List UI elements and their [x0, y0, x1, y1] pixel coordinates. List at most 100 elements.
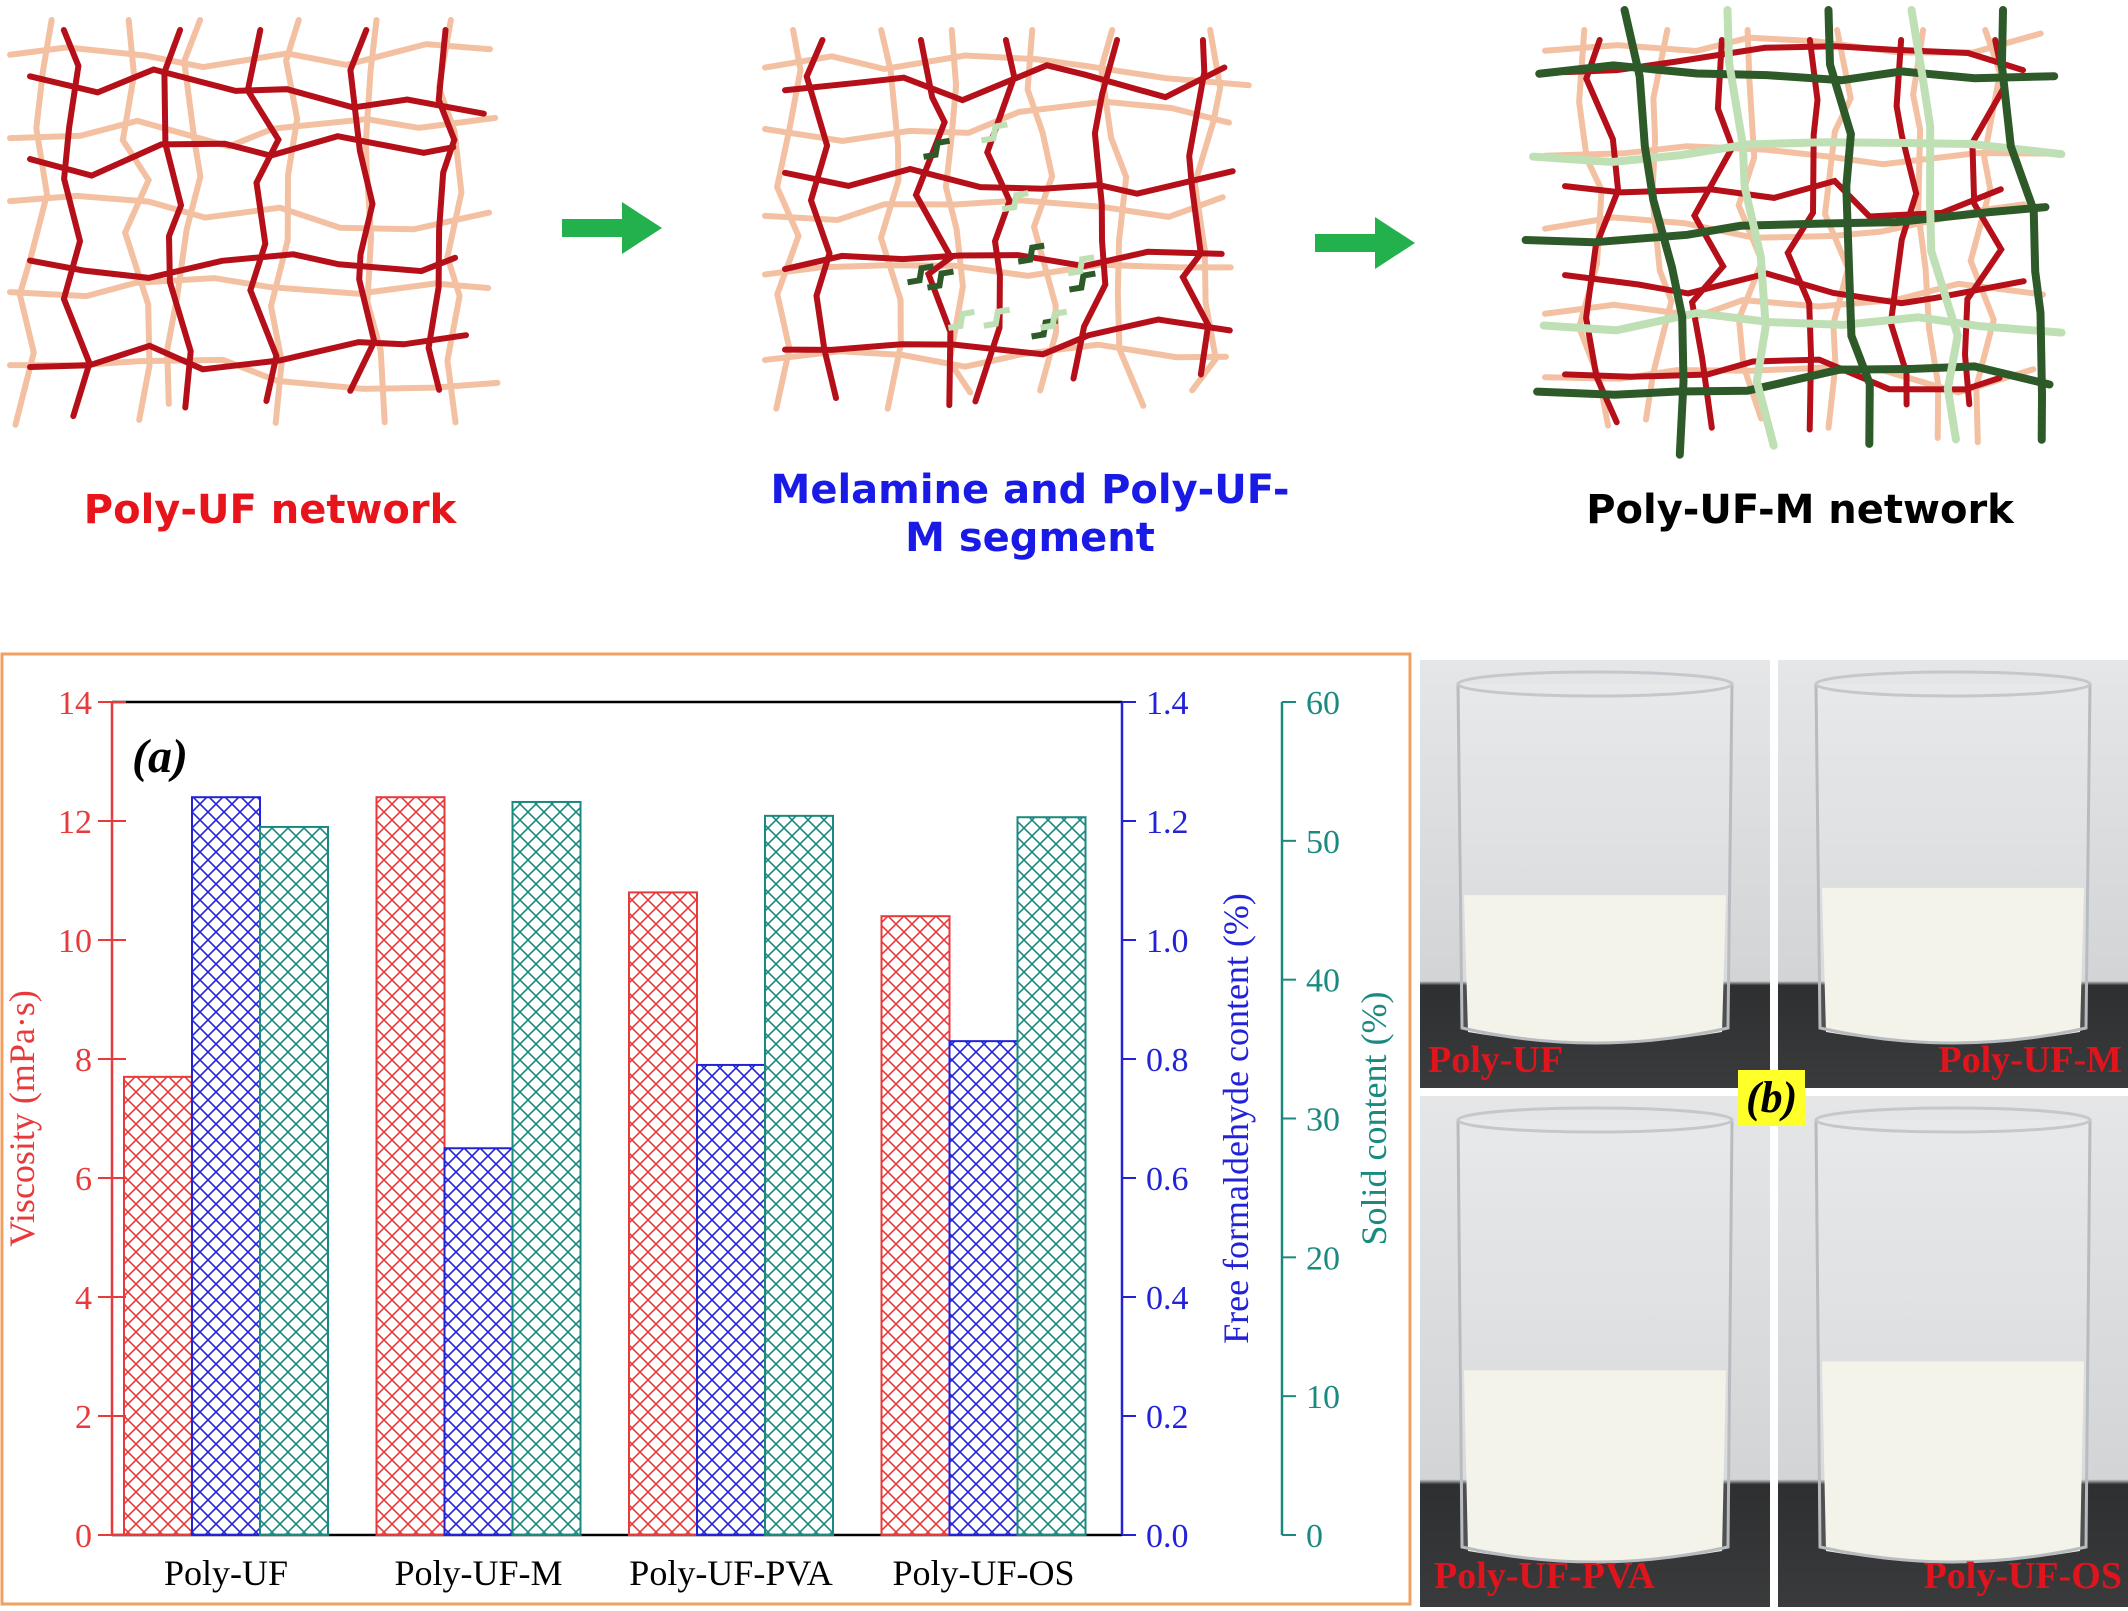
uf-dark-strand — [27, 133, 457, 179]
uf-dark-strand — [244, 27, 282, 404]
panel-label-a: (a) — [132, 730, 188, 783]
bar — [948, 1040, 1019, 1536]
uf-light-strand — [762, 341, 1229, 370]
uf-dark-strand — [1688, 37, 1736, 431]
stage-label-poly-uf: Poly-UF network — [83, 487, 457, 533]
y-tick-label: 1.2 — [1146, 804, 1189, 841]
uf-light-strand — [7, 275, 492, 300]
uf-light-strand — [877, 27, 904, 412]
right2-axis-label: Solid content (%) — [1354, 992, 1394, 1246]
beaker-glass — [1814, 1119, 2092, 1564]
chart-frame — [0, 652, 1412, 1606]
beaker-image — [1778, 1096, 2128, 1607]
melamine-segment — [1067, 254, 1095, 277]
uf-light-strand — [1821, 27, 1854, 431]
bar — [764, 814, 834, 1537]
network — [1521, 6, 2066, 459]
beaker-glass — [1814, 683, 2092, 1045]
uf-dark-strand — [782, 248, 1225, 273]
y-tick-label: 0.6 — [1146, 1161, 1189, 1198]
y-tick-label: 0.2 — [1146, 1399, 1189, 1436]
uf-dark-strand — [803, 37, 839, 401]
photo-poly-uf-os: Poly-UF-OS — [1778, 1096, 2128, 1607]
photo-label: Poly-UF-M — [1938, 1039, 2122, 1081]
uf-m-strand — [1529, 138, 2066, 167]
melamine-segment — [1040, 308, 1068, 331]
y-tick-label: 1.4 — [1146, 685, 1189, 722]
uf-m-strand — [1533, 362, 2054, 399]
uf-dark-strand — [1562, 177, 2004, 220]
y-tick-label: 14 — [58, 685, 92, 722]
y-tick-label: 8 — [75, 1042, 92, 1079]
y-tick-label: 30 — [1306, 1102, 1340, 1139]
y-tick-label: 10 — [1306, 1379, 1340, 1416]
y-tick-label: 60 — [1306, 685, 1340, 722]
bar — [375, 796, 446, 1536]
bar — [443, 1147, 514, 1536]
uf-dark-strand — [1887, 37, 1920, 408]
bar — [628, 891, 698, 1536]
uf-m-strand — [1723, 6, 1778, 450]
photo-panel: Poly-UF Poly-UF-M Poly-UF-PVA Poly-UF-OS… — [1420, 660, 2128, 1607]
green-arrow-icon — [562, 202, 662, 254]
beaker-glass — [1456, 1119, 1734, 1564]
x-tick-label: Poly-UF-M — [394, 1553, 562, 1593]
melamine-segment — [983, 306, 1011, 329]
uf-light-strand — [762, 98, 1232, 145]
uf-m-strand — [1539, 308, 2066, 337]
stage-label-poly-uf-m: Poly-UF-M network — [1586, 487, 2014, 533]
photo-poly-uf-pva: Poly-UF-PVA — [1420, 1096, 1770, 1607]
beaker-glass — [1456, 683, 1734, 1045]
y-tick-label: 2 — [75, 1399, 92, 1436]
uf-light-strand — [1189, 27, 1224, 394]
uf-dark-strand — [1179, 37, 1212, 378]
uf-m-strand — [1521, 203, 2050, 247]
network — [7, 17, 501, 428]
beaker-image — [1420, 1096, 1770, 1607]
resin-liquid — [1464, 895, 1726, 1043]
melamine-segment — [947, 309, 975, 331]
bar — [511, 800, 582, 1536]
uf-dark-strand — [161, 27, 194, 411]
melamine-segment — [926, 268, 954, 291]
uf-m-strand — [1535, 61, 2059, 85]
uf-dark-strand — [27, 66, 487, 117]
uf-light-strand — [1910, 27, 1942, 441]
bar — [696, 1063, 766, 1536]
melamine-segment — [1001, 190, 1029, 213]
uf-dark-strand — [912, 37, 955, 409]
uf-dark-strand — [1070, 37, 1121, 382]
y-tick-label: 4 — [75, 1280, 92, 1317]
bar-chart: 0 2 4 6 8 10 12 14 Viscosity (mPa·s) 0.0 0.2 0.4 0.6… — [0, 652, 1412, 1606]
y-tick-label: 0.0 — [1146, 1518, 1189, 1555]
photo-poly-uf: Poly-UF — [1420, 660, 1770, 1088]
stage-label-melamine: Melamine and Poly-UF-M segment — [770, 467, 1290, 561]
uf-light-strand — [7, 41, 493, 71]
beaker-image — [1778, 660, 2128, 1088]
melamine-segment — [907, 263, 935, 286]
uf-light-strand — [119, 17, 153, 423]
uf-light-strand — [762, 261, 1234, 279]
network — [762, 27, 1252, 412]
panel-label-b: (b) — [1738, 1070, 1806, 1126]
uf-m-strand — [1620, 6, 1688, 459]
uf-dark-strand — [1562, 356, 2003, 393]
uf-light-strand — [1542, 280, 2046, 320]
bar — [259, 825, 329, 1536]
photo-label: Poly-UF-OS — [1923, 1555, 2122, 1597]
x-tick-label: Poly-UF-OS — [892, 1553, 1074, 1593]
y-tick-label: 0.4 — [1146, 1280, 1189, 1317]
uf-light-strand — [164, 17, 204, 407]
uf-light-strand — [1024, 27, 1060, 394]
x-tick-label: Poly-UF-PVA — [629, 1553, 832, 1593]
uf-m-strand — [1907, 6, 1962, 444]
photo-poly-uf-m: Poly-UF-M — [1778, 660, 2128, 1088]
left-axis-label: Viscosity (mPa·s) — [2, 990, 42, 1247]
uf-dark-strand — [1562, 270, 2027, 307]
green-arrow-icon — [1315, 217, 1415, 269]
resin-liquid — [1464, 1370, 1726, 1562]
beaker-rim — [1814, 1106, 2092, 1134]
y-tick-label: 0.8 — [1146, 1042, 1189, 1079]
y-tick-label: 10 — [58, 923, 92, 960]
uf-light-strand — [773, 27, 804, 412]
